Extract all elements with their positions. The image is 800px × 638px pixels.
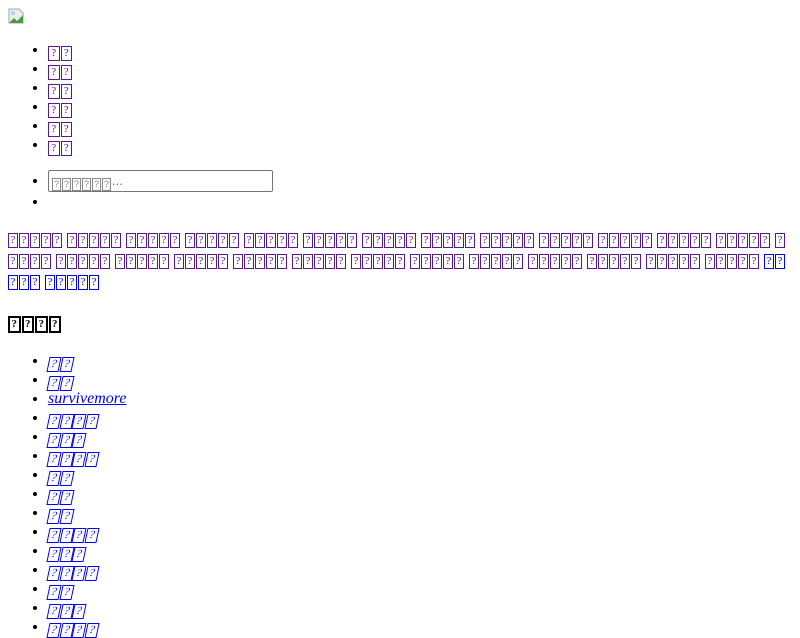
text-link[interactable]: ????? [126, 228, 181, 248]
text-link[interactable]: ????? [598, 228, 653, 248]
tag-item: ??? [46, 598, 792, 619]
tag-item: ???? [46, 408, 792, 429]
text-link[interactable]: ????? [45, 270, 100, 290]
text-link[interactable]: ????? [421, 228, 476, 248]
nav-item: ?? [48, 40, 792, 61]
text-link[interactable]: ????? [244, 228, 299, 248]
tag-item: survivemore [48, 389, 792, 408]
text-link[interactable]: ????? [539, 228, 594, 248]
tag-item: ?? [46, 465, 792, 486]
nav-item: ?? [48, 59, 792, 80]
tag-item: ?? [46, 579, 792, 600]
text-link[interactable]: ????? [705, 249, 760, 269]
tag-link[interactable]: ?? [46, 352, 74, 372]
tag-link[interactable]: ???? [46, 447, 99, 467]
tag-link[interactable]: survivemore [48, 390, 127, 407]
tag-item: ??? [46, 541, 792, 562]
nav-link[interactable]: ?? [48, 60, 73, 80]
link-cloud: ????? ????? ????? ????? ????? ????? ????… [8, 227, 792, 290]
text-link[interactable]: ????? [528, 249, 583, 269]
nav-link[interactable]: ?? [48, 79, 73, 99]
text-link[interactable]: ????? [8, 249, 786, 290]
nav-item: ?? [48, 116, 792, 137]
text-link[interactable]: ????? [362, 228, 417, 248]
text-link[interactable]: ????? [292, 249, 347, 269]
tag-link[interactable]: ??? [46, 599, 87, 619]
text-link[interactable]: ????? [480, 228, 535, 248]
tag-item: ?? [46, 484, 792, 505]
text-link[interactable]: ????? [233, 249, 288, 269]
text-link[interactable]: ????? [716, 228, 771, 248]
main-nav: ???????????? [8, 40, 792, 156]
nav-link[interactable]: ?? [48, 98, 73, 118]
text-link[interactable]: ????? [56, 249, 111, 269]
search-bar: ??????... [8, 170, 792, 211]
tag-link[interactable]: ?? [46, 371, 74, 391]
text-link[interactable]: ????? [8, 228, 786, 269]
search-item: ??????... [48, 170, 792, 192]
text-link[interactable]: ????? [115, 249, 170, 269]
text-link[interactable]: ????? [185, 228, 240, 248]
tag-link[interactable]: ?? [46, 580, 74, 600]
nav-item: ?? [48, 97, 792, 118]
logo-image[interactable] [8, 8, 24, 24]
tag-item: ?? [46, 351, 792, 372]
tag-link[interactable]: ???? [46, 561, 99, 581]
section-title: ???? [8, 308, 792, 333]
tag-link[interactable]: ?? [46, 504, 74, 524]
text-link[interactable]: ????? [587, 249, 642, 269]
text-link[interactable]: ????? [174, 249, 229, 269]
nav-link[interactable]: ?? [48, 117, 73, 137]
tag-link[interactable]: ??? [46, 428, 87, 448]
tag-link[interactable]: ???? [46, 523, 99, 543]
empty-item [48, 192, 792, 211]
tag-item: ?? [46, 503, 792, 524]
nav-link[interactable]: ?? [48, 41, 73, 61]
nav-link[interactable]: ?? [48, 136, 73, 156]
tag-item: ???? [46, 446, 792, 467]
text-link[interactable]: ????? [469, 249, 524, 269]
tag-item: ??? [46, 427, 792, 448]
tag-link[interactable]: ?? [46, 485, 74, 505]
nav-item: ?? [48, 135, 792, 156]
tag-item: ???? [46, 617, 792, 638]
text-link[interactable]: ????? [657, 228, 712, 248]
search-input[interactable]: ??????... [48, 170, 273, 192]
text-link[interactable]: ????? [303, 228, 358, 248]
tag-link[interactable]: ???? [46, 618, 99, 638]
tag-link[interactable]: ??? [46, 542, 87, 562]
tag-item: ?? [46, 370, 792, 391]
tag-link[interactable]: ?? [46, 466, 74, 486]
text-link[interactable]: ????? [410, 249, 465, 269]
tag-item: ???? [46, 560, 792, 581]
text-link[interactable]: ????? [646, 249, 701, 269]
text-link[interactable]: ????? [8, 228, 63, 248]
tag-item: ???? [46, 522, 792, 543]
broken-image-icon [8, 8, 24, 24]
text-link[interactable]: ????? [351, 249, 406, 269]
tag-list: ????survivemore?????????????????????????… [8, 351, 792, 638]
nav-item: ?? [48, 78, 792, 99]
tag-link[interactable]: ???? [46, 409, 99, 429]
text-link[interactable]: ????? [67, 228, 122, 248]
